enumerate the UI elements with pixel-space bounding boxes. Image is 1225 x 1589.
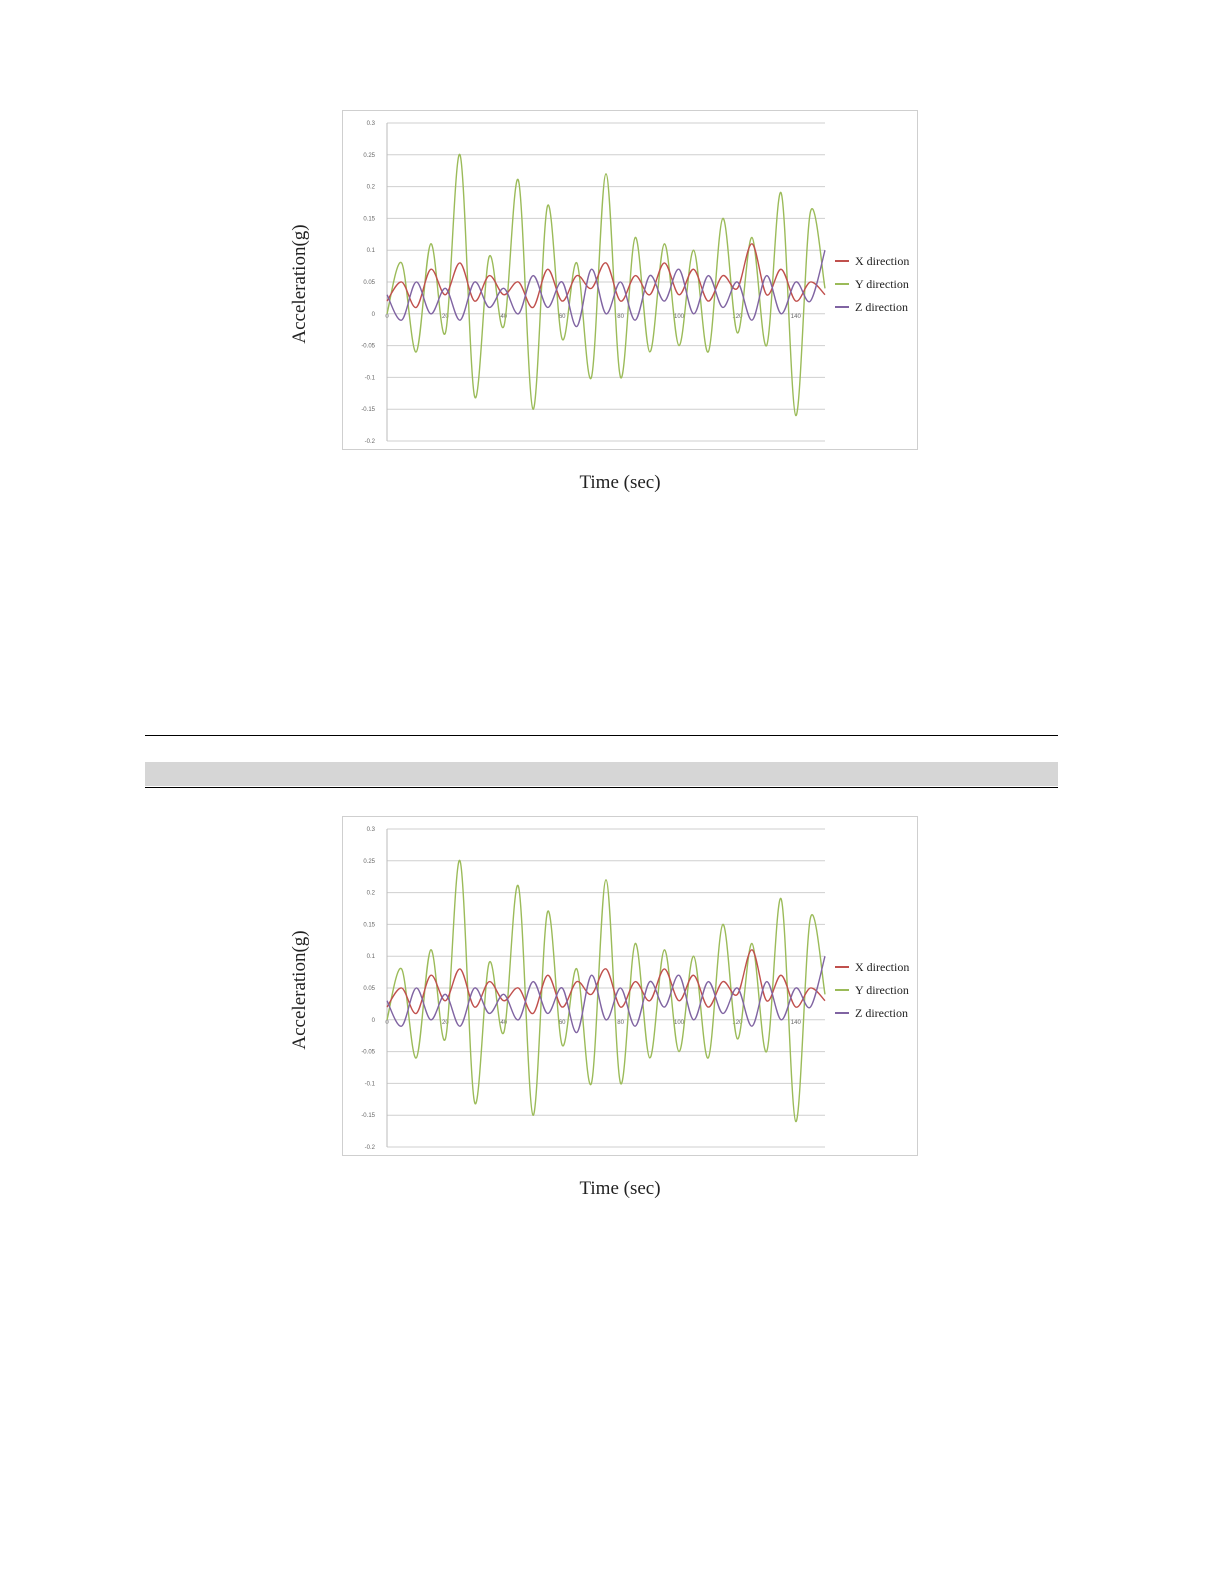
y-tick-label: -0.05 [361,1050,375,1056]
x-tick-label: 80 [617,314,624,320]
x-tick-label: 20 [442,314,449,320]
x-tick-label: 40 [500,314,507,320]
table-header-rule [145,787,1058,788]
legend-entry: X direction [855,960,909,974]
x-tick-label: 20 [442,1020,449,1026]
line-chart: 0.3 0.25 0.2 0.15 0.1 0.05 0 -0.05 -0.1 -0.15 -0.2… [361,827,909,1151]
x-tick-label: 40 [500,1020,507,1026]
legend-entry: Z direction [855,300,908,314]
y-tick-label: -0.1 [365,375,376,381]
x-tick-label: 120 [732,1020,743,1026]
line-chart: 0.3 0.25 0.2 0.15 0.1 0.05 0 -0.05 -0.1 -0.15 -0.2… [361,121,909,445]
acceleration-figure-bottom: Acceleration(g) 0.3 0.25 0.2 0.15 0.1 0.05 0 -0… [0,806,1225,1206]
y-tick-label: 0.1 [367,954,376,960]
legend-entry: Y direction [855,277,909,291]
y-tick-label: 0.25 [363,859,375,865]
x-tick-label: 100 [674,1020,685,1026]
y-tick-label: 0 [372,1018,376,1024]
y-tick-label: 0.3 [367,827,376,833]
y-tick-label: -0.2 [365,439,376,445]
x-tick-label: 60 [559,314,566,320]
y-tick-label: 0.15 [363,922,375,928]
x-tick-label: 100 [674,314,685,320]
y-tick-label: -0.15 [361,1113,375,1119]
x-axis-label: Time (sec) [579,472,661,493]
legend-entry: Y direction [855,983,909,997]
y-tick-label: 0.05 [363,986,375,992]
series-line-x-direction [386,243,826,309]
x-tick-label: 60 [559,1020,566,1026]
y-tick-label: 0.2 [367,891,376,897]
y-axis-label: Acceleration(g) [289,930,310,1050]
legend-entry: Z direction [855,1006,908,1020]
series-line-x-direction [386,949,826,1015]
x-tick-label: 140 [791,1020,802,1026]
y-tick-label: 0.3 [367,121,376,127]
chart-frame: 0.3 0.25 0.2 0.15 0.1 0.05 0 -0.05 -0.1 -0.15 -0.2… [342,110,918,450]
x-tick-label: 140 [791,314,802,320]
legend-entry: X direction [855,254,909,268]
y-tick-label: -0.1 [365,1081,376,1087]
table-top-rule [145,735,1058,736]
x-tick-label: 80 [617,1020,624,1026]
series-line-z-direction [386,250,826,328]
y-axis-label: Acceleration(g) [289,224,310,344]
series-line-y-direction [386,860,826,1123]
y-tick-label: -0.15 [361,407,375,413]
series-line-y-direction [386,154,826,417]
y-tick-label: 0 [372,312,376,318]
y-tick-label: -0.2 [365,1145,376,1151]
y-tick-label: 0.05 [363,280,375,286]
table-header-band [145,762,1058,786]
x-tick-label: 120 [732,314,743,320]
y-tick-label: 0.2 [367,185,376,191]
acceleration-figure-top: Acceleration(g) 0.3 0.25 0.2 0.15 0.1 0.05 0 -0… [0,100,1225,500]
y-tick-label: 0.15 [363,216,375,222]
y-tick-label: -0.05 [361,344,375,350]
x-axis-label: Time (sec) [579,1178,661,1199]
chart-frame: 0.3 0.25 0.2 0.15 0.1 0.05 0 -0.05 -0.1 -0.15 -0.2… [342,816,918,1156]
y-tick-label: 0.25 [363,153,375,159]
y-tick-label: 0.1 [367,248,376,254]
series-line-z-direction [386,956,826,1034]
